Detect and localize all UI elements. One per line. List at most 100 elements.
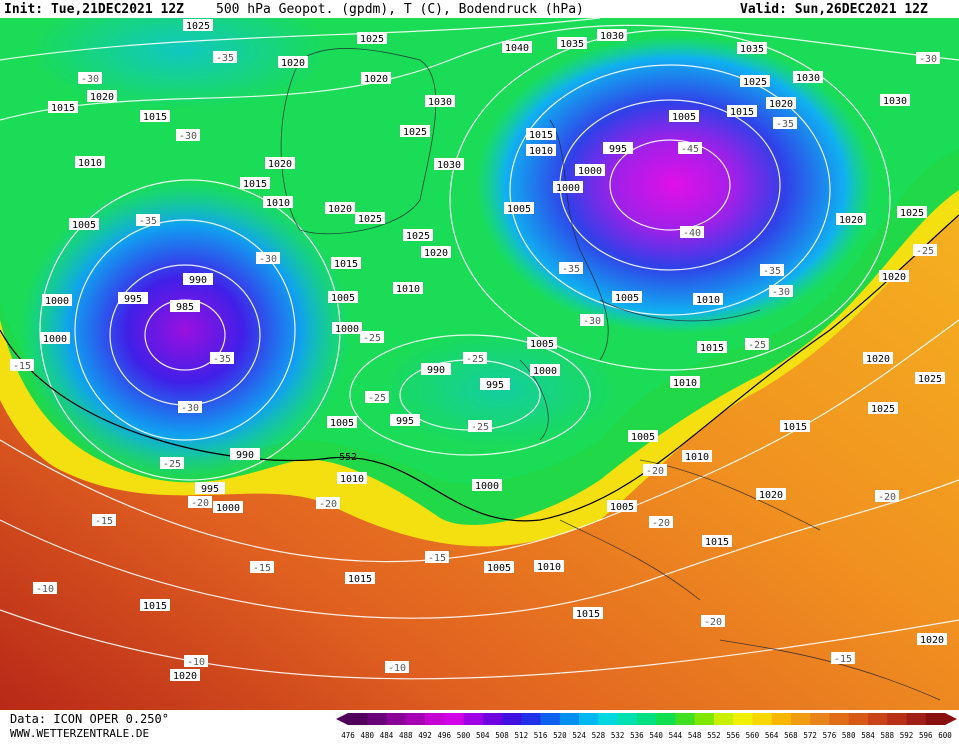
isobar-label: 1000 <box>45 296 69 307</box>
isotherm-label-box <box>78 72 102 84</box>
isotherm-label: -15 <box>428 553 446 564</box>
colorbar-label: 512 <box>515 731 529 740</box>
isobar-label: 1015 <box>348 574 372 585</box>
isobar-label-box <box>915 372 945 384</box>
isobar-label: 1010 <box>685 452 709 463</box>
isotherm-label: -20 <box>646 466 664 477</box>
colorbar-swatch <box>482 713 503 725</box>
isobar-label-box <box>69 218 99 230</box>
isobar-label: 1020 <box>769 99 793 110</box>
isotherm-label-box <box>256 252 280 264</box>
isobar-label: 1020 <box>424 248 448 259</box>
isotherm-label-box <box>649 516 673 528</box>
isobar-label-box <box>863 352 893 364</box>
colorbar-label: 544 <box>669 731 683 740</box>
isotherm-label: -35 <box>216 53 234 64</box>
isobar-label-box <box>504 202 534 214</box>
colorbar-label: 536 <box>630 731 644 740</box>
colorbar-label: 496 <box>438 731 452 740</box>
isobar-label: 1010 <box>696 295 720 306</box>
isobar-label: 1025 <box>403 127 427 138</box>
isobar-label: 1020 <box>281 58 305 69</box>
isobar-label: 1020 <box>364 74 388 85</box>
isotherm-label: -35 <box>776 119 794 130</box>
isobar-label-box <box>170 669 200 681</box>
isobar-label-box <box>573 607 603 619</box>
isobar-label: 1005 <box>610 502 634 513</box>
isobar-label: 1015 <box>143 601 167 612</box>
isobar-label: 1005 <box>530 339 554 350</box>
isotherm-label: -15 <box>13 361 31 372</box>
colorbar-label: 552 <box>707 731 721 740</box>
colorbar-label: 540 <box>649 731 663 740</box>
isotherm-label: -35 <box>562 264 580 275</box>
colorbar-label: 584 <box>861 731 875 740</box>
isobar-label-box <box>425 95 455 107</box>
isobar-label-box <box>917 633 947 645</box>
isobar-label: 990 <box>189 275 207 286</box>
colorbar-label: 492 <box>418 731 432 740</box>
isobar-label-box <box>87 90 117 102</box>
colorbar-label: 572 <box>803 731 817 740</box>
colorbar-swatch <box>867 713 888 725</box>
colorbar-swatch <box>521 713 541 725</box>
isobar-label-box <box>213 501 243 513</box>
colorbar-swatch <box>925 713 946 725</box>
colorbar-swatch <box>906 713 927 725</box>
isotherm-label-box <box>680 226 704 238</box>
isobar-label-box <box>183 19 213 31</box>
isotherm-label-box <box>425 551 449 563</box>
isobar-label-box <box>603 142 633 154</box>
colorbar-swatch <box>829 713 850 725</box>
data-source: Data: ICON OPER 0.250° <box>10 712 169 726</box>
colorbar-label: 504 <box>476 731 490 740</box>
isobar-label-box <box>766 97 796 109</box>
isobar-label-box <box>434 158 464 170</box>
isotherm-label-box <box>184 655 208 667</box>
isotherm-label-box <box>385 661 409 673</box>
isobar-label-box <box>575 164 605 176</box>
isobar-label-box <box>682 450 712 462</box>
colorbar-label: 560 <box>746 731 760 740</box>
isotherm-label-box <box>643 464 667 476</box>
isobar-label-box <box>868 402 898 414</box>
colorbar-swatch <box>463 713 484 725</box>
colorbar-label: 476 <box>341 731 355 740</box>
valid-time: Valid: Sun,26DEC2021 12Z <box>740 2 928 17</box>
isobar-label: 1015 <box>51 103 75 114</box>
isobar-label: 1005 <box>72 220 96 231</box>
isotherm-label: -25 <box>368 393 386 404</box>
isobar-label-box <box>670 376 700 388</box>
isobar-label-box <box>737 42 767 54</box>
isobar-label-box <box>526 144 556 156</box>
isotherm-label: -15 <box>253 563 271 574</box>
isobar-label-box <box>669 110 699 122</box>
isobar-label-box <box>361 72 391 84</box>
isobar-label: 995 <box>124 294 142 305</box>
isobar-label: 1005 <box>615 293 639 304</box>
isotherm-label-box <box>678 142 702 154</box>
colorbar-swatch <box>733 713 753 725</box>
isotherm-label: -35 <box>213 354 231 365</box>
isobar-label-box <box>230 448 260 460</box>
colorbar-swatch <box>752 713 772 725</box>
isotherm-label-box <box>250 561 274 573</box>
isotherm-label: -20 <box>652 518 670 529</box>
isotherm-label: -45 <box>681 144 699 155</box>
isobar-label-box <box>40 332 70 344</box>
isobar-label: 1010 <box>673 378 697 389</box>
isotherm-label-box <box>10 359 34 371</box>
isobar-label: 1000 <box>216 503 240 514</box>
isotherm-label-box <box>160 457 184 469</box>
isobar-label-box <box>756 488 786 500</box>
colorbar-label: 548 <box>688 731 702 740</box>
isobar-label: 995 <box>609 144 627 155</box>
isobar-label-box <box>484 561 514 573</box>
isobar-label: 1015 <box>700 343 724 354</box>
colorbar-swatch <box>425 713 445 725</box>
isobar-label-box <box>697 341 727 353</box>
colorbar-label: 488 <box>399 731 413 740</box>
colorbar-label: 528 <box>592 731 606 740</box>
isotherm-label: -25 <box>916 246 934 257</box>
